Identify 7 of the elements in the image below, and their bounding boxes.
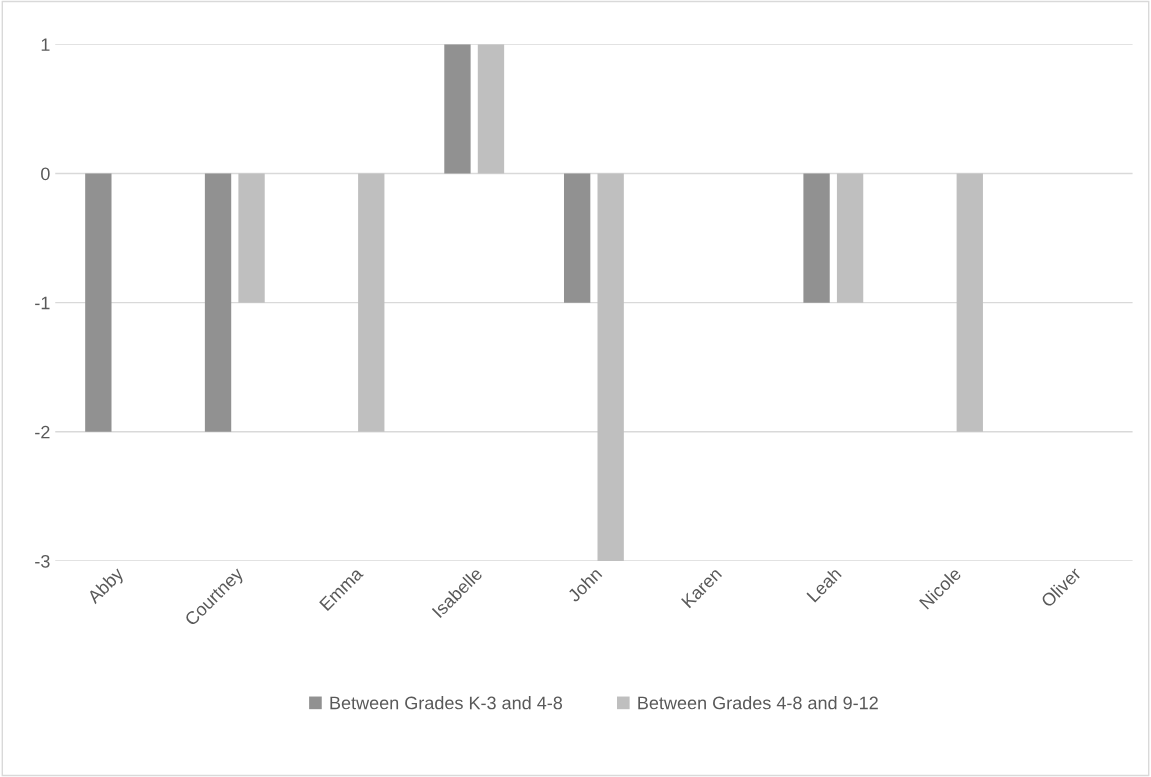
legend-label: Between Grades 4-8 and 9-12 (638, 696, 878, 710)
y-tick-label: -3 (35, 554, 50, 568)
y-tick-label: 0 (41, 167, 50, 181)
y-tick-label: 1 (41, 38, 50, 51)
y-tick-label: -2 (35, 425, 50, 439)
legend-label: Between Grades K-3 and 4-8 (330, 696, 563, 710)
y-tick-label: -1 (35, 296, 50, 310)
